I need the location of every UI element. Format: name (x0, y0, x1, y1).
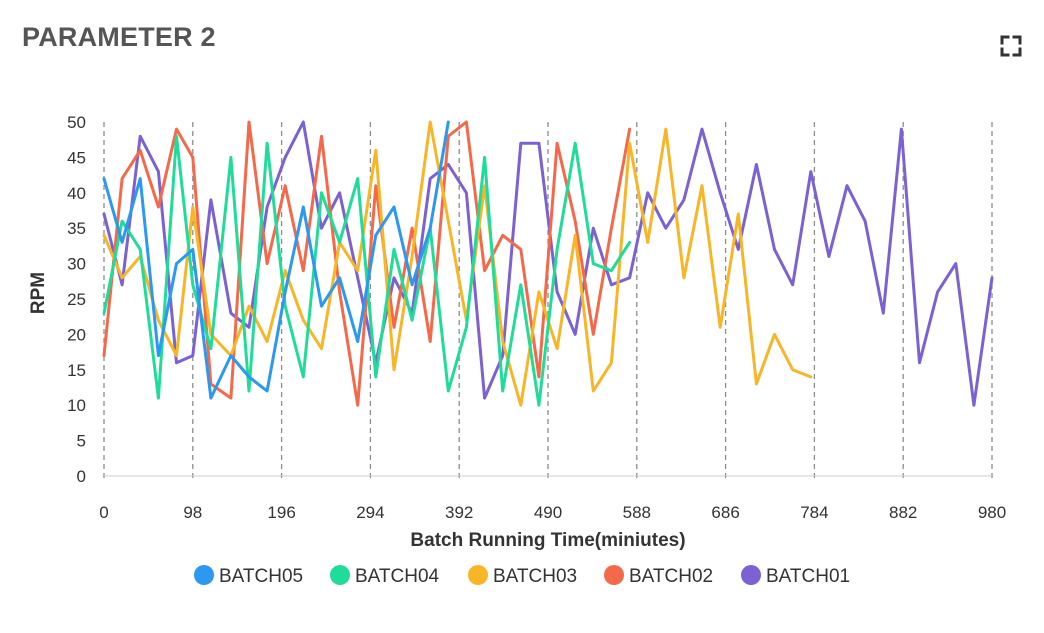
x-tick-label: 0 (99, 503, 108, 522)
y-tick-label: 10 (67, 396, 86, 415)
x-axis-title: Batch Running Time(miniutes) (410, 530, 685, 551)
y-tick-label: 30 (67, 255, 86, 274)
y-tick-label: 5 (77, 432, 86, 451)
series-line-batch01[interactable] (102, 120, 994, 407)
x-tick-label: 784 (800, 503, 828, 522)
series-line-batch03[interactable] (102, 120, 813, 407)
legend-item-batch02[interactable]: BATCH02 (604, 565, 713, 587)
legend-item-batch01[interactable]: BATCH01 (741, 565, 850, 587)
chart-legend: BATCH05 BATCH04 BATCH03 BATCH02 BATCH01 (194, 565, 850, 587)
legend-item-batch05[interactable]: BATCH05 (194, 565, 303, 587)
legend-marker (468, 565, 488, 585)
legend-label: BATCH03 (493, 566, 577, 587)
x-tick-label: 196 (267, 503, 295, 522)
series-line-batch04[interactable] (102, 134, 632, 407)
y-tick-label: 45 (67, 148, 86, 167)
x-tick-label: 98 (183, 503, 202, 522)
legend-item-batch03[interactable]: BATCH03 (468, 565, 577, 587)
x-tick-label: 882 (889, 503, 917, 522)
x-tick-label: 588 (623, 503, 651, 522)
x-tick-label: 980 (978, 503, 1006, 522)
legend-marker (604, 565, 624, 585)
y-tick-label: 15 (67, 361, 86, 380)
chart-series (102, 120, 994, 407)
series-line-batch05[interactable] (102, 120, 450, 400)
chart-grid (103, 122, 993, 482)
legend-label: BATCH02 (629, 566, 713, 587)
x-tick-label: 686 (711, 503, 739, 522)
legend-marker (741, 565, 761, 585)
y-tick-label: 40 (67, 184, 86, 203)
page-title: PARAMETER 2 (22, 22, 216, 52)
legend-marker (330, 565, 350, 585)
y-tick-label: 0 (77, 467, 86, 486)
legend-item-batch04[interactable]: BATCH04 (330, 565, 440, 587)
x-tick-label: 490 (534, 503, 562, 522)
x-tick-label: 294 (356, 503, 384, 522)
legend-label: BATCH01 (766, 566, 850, 587)
y-tick-label: 35 (67, 219, 86, 238)
x-tick-label: 392 (445, 503, 473, 522)
fullscreen-icon[interactable] (999, 34, 1023, 58)
y-tick-label: 50 (67, 113, 86, 132)
y-tick-label: 20 (67, 325, 86, 344)
legend-label: BATCH04 (355, 566, 440, 587)
legend-marker (194, 565, 214, 585)
y-axis-title: RPM (28, 272, 49, 314)
chart-axes: 0 98 196 294 392 490 588 686 784 882 980 0 5 10 15 20 25… (67, 113, 1006, 522)
y-tick-label: 25 (67, 290, 86, 309)
legend-label: BATCH05 (219, 566, 303, 587)
